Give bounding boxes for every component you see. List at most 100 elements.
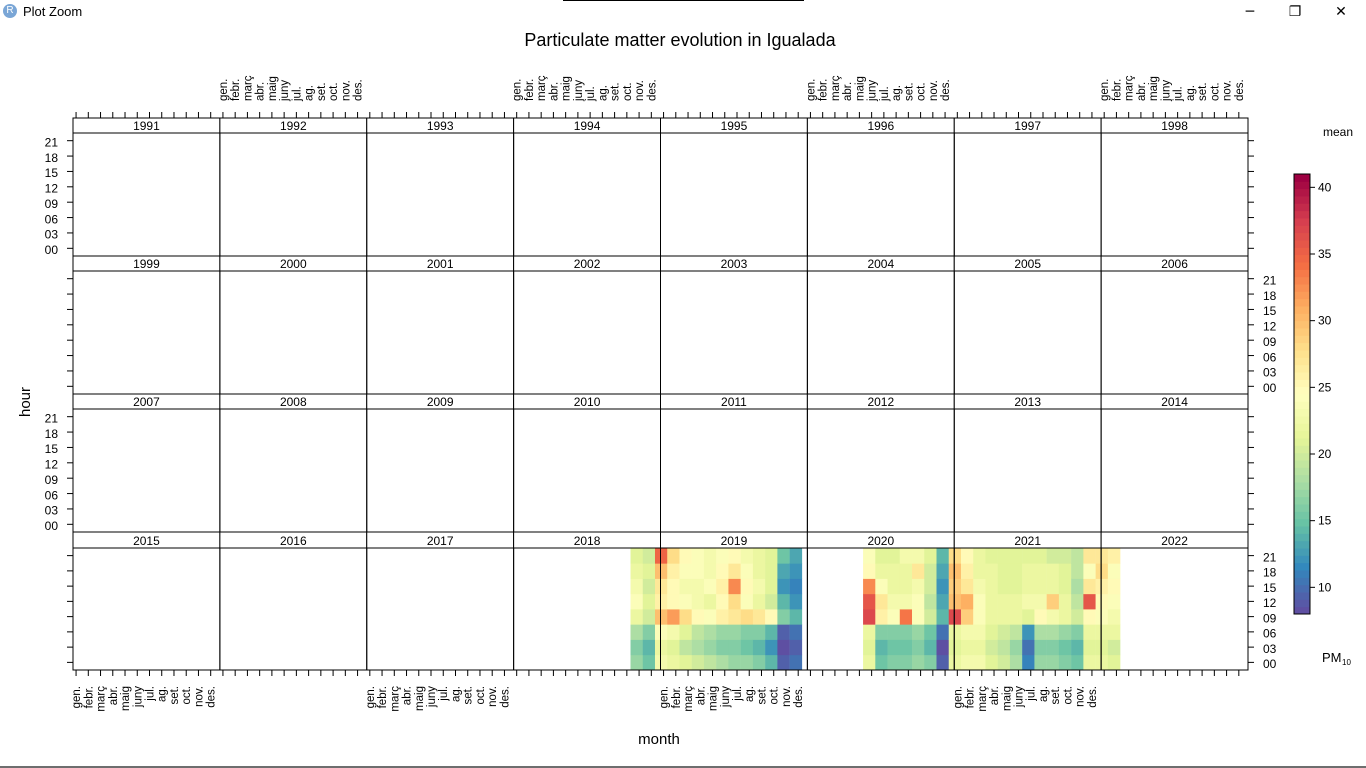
panel-year-label: 1998: [1161, 119, 1188, 133]
heatmap-cell: [679, 609, 692, 625]
heatmap-cell: [630, 654, 643, 671]
heatmap-cell: [1022, 624, 1035, 640]
heatmap-cell: [936, 578, 949, 595]
left-hour-label: 15: [45, 166, 59, 180]
heatmap-cell: [752, 624, 766, 640]
legend-gradient-step: [1294, 372, 1310, 380]
panel-frame: [660, 132, 808, 257]
legend-gradient-step: [1294, 533, 1310, 542]
top-month-label: març: [536, 75, 548, 101]
top-month-label: set.: [610, 82, 622, 101]
top-month-label: abr.: [842, 82, 854, 101]
heatmap-cell: [654, 578, 668, 595]
legend-unit-subscript: 10: [1342, 658, 1351, 667]
heatmap-cell: [863, 609, 876, 625]
legend-gradient-step: [1294, 474, 1310, 483]
left-hour-label: 21: [45, 135, 59, 149]
top-month-label: nov.: [340, 80, 352, 101]
minimize-icon: ─: [1245, 4, 1255, 20]
heatmap-cell: [1046, 593, 1060, 610]
heatmap-cell: [777, 563, 790, 579]
heatmap-cell: [887, 578, 901, 595]
bottom-month-label: març: [977, 686, 989, 712]
maximize-button[interactable]: ❐: [1272, 0, 1318, 24]
heatmap-cell: [654, 624, 668, 640]
heatmap-cell: [887, 609, 901, 625]
pm10-heatmap-chart: Particulate matter evolution in Igualada…: [17, 30, 1353, 748]
legend-gradient-step: [1294, 240, 1310, 248]
heatmap-cell: [667, 593, 680, 610]
top-month-label: gen.: [805, 79, 817, 101]
heatmap-cell: [691, 578, 705, 595]
heatmap-cell: [777, 654, 790, 671]
heatmap-cell: [654, 563, 668, 579]
panel-frame: [72, 270, 221, 395]
heatmap-cell: [948, 624, 962, 640]
heatmap-cell: [997, 654, 1011, 671]
panel-frame: [806, 132, 955, 257]
heatmap-cell: [936, 563, 949, 579]
legend-gradient-step: [1294, 386, 1310, 395]
heatmap-cell: [1034, 654, 1047, 671]
heatmap-cell: [863, 624, 876, 640]
close-button[interactable]: ✕: [1318, 0, 1364, 24]
heatmap-cell: [1083, 578, 1096, 595]
heatmap-cell: [912, 593, 925, 610]
panel-frame: [72, 547, 221, 671]
heatmap-cell: [1022, 563, 1035, 579]
bottom-month-label: març: [389, 686, 401, 712]
heatmap-cell: [728, 548, 741, 564]
heatmap-cell: [887, 548, 901, 564]
top-month-label: març: [830, 75, 842, 101]
top-month-label: nov.: [928, 80, 940, 101]
bottom-month-label: gen.: [952, 686, 964, 708]
heatmap-cell: [1107, 578, 1121, 595]
heatmap-cell: [912, 609, 925, 625]
bottom-month-label: oct.: [1062, 686, 1074, 705]
right-hour-label: 18: [1263, 289, 1277, 303]
heatmap-cell: [960, 609, 974, 625]
legend-gradient-step: [1294, 445, 1310, 454]
bottom-month-label: des.: [793, 686, 805, 708]
panel-frame: [1100, 547, 1249, 671]
heatmap-cell: [728, 593, 741, 610]
legend-gradient-step: [1294, 313, 1310, 322]
bottom-month-label: abr.: [695, 686, 707, 705]
heatmap-cell: [789, 578, 803, 595]
minimize-button[interactable]: ─: [1227, 0, 1273, 24]
heatmap-cell: [997, 639, 1011, 656]
heatmap-cell: [1009, 609, 1023, 625]
top-month-label: oct.: [622, 82, 634, 101]
heatmap-cell: [716, 609, 729, 625]
heatmap-cell: [973, 639, 986, 656]
legend-gradient-step: [1294, 570, 1310, 578]
heatmap-cell: [973, 548, 986, 564]
heatmap-cell: [703, 639, 717, 656]
heatmap-cell: [1095, 548, 1109, 564]
legend-gradient-step: [1294, 482, 1310, 490]
r-app-icon: R: [3, 4, 17, 18]
legend-gradient-step: [1294, 320, 1310, 329]
heatmap-cell: [642, 609, 656, 625]
bottom-month-label: jul.: [144, 686, 156, 702]
bottom-month-label: maig: [1001, 686, 1013, 711]
legend-gradient-step: [1294, 540, 1310, 549]
heatmap-cell: [691, 563, 705, 579]
heatmap-cell: [1022, 578, 1035, 595]
heatmap-cell: [899, 624, 913, 640]
heatmap-cell: [912, 578, 925, 595]
top-month-label: gen.: [512, 79, 524, 101]
heatmap-cell: [679, 548, 692, 564]
heatmap-cell: [679, 563, 692, 579]
legend-gradient-step: [1294, 496, 1310, 505]
legend-gradient-step: [1294, 408, 1310, 417]
heatmap-cell: [1058, 639, 1072, 656]
top-month-label: febr.: [524, 79, 536, 101]
heatmap-cell: [1071, 548, 1084, 564]
legend-title: mean: [1323, 125, 1353, 139]
heatmap-cell: [716, 654, 729, 671]
heatmap-cell: [703, 609, 717, 625]
heatmap-cell: [875, 563, 888, 579]
heatmap-cell: [948, 654, 962, 671]
heatmap-cell: [1009, 563, 1023, 579]
